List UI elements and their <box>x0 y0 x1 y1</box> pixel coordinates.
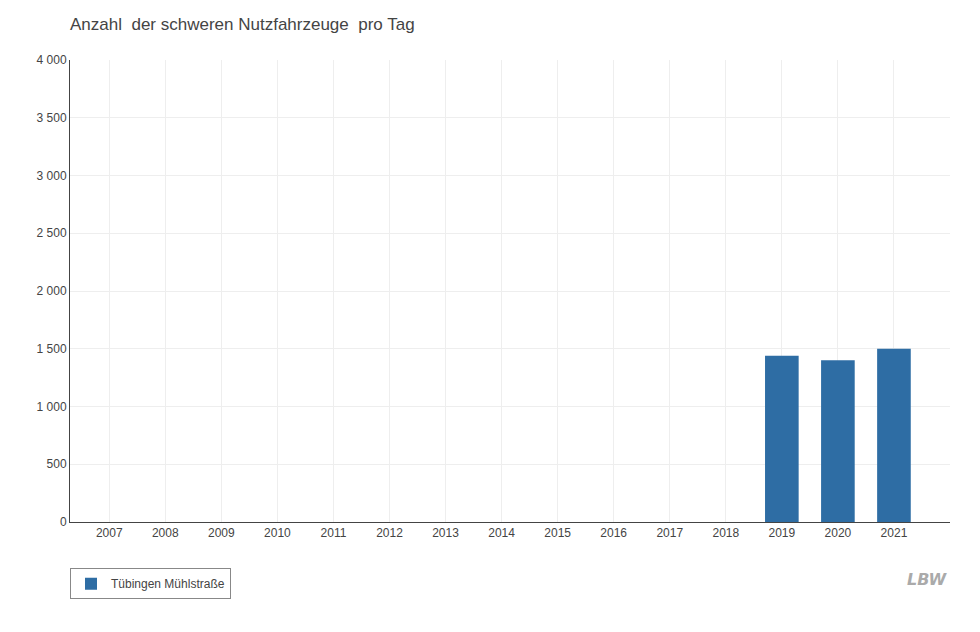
svg-text:0: 0 <box>60 515 67 529</box>
svg-text:4 000: 4 000 <box>37 53 67 67</box>
svg-text:2012: 2012 <box>376 526 403 540</box>
svg-text:2014: 2014 <box>488 526 515 540</box>
svg-text:Anzahl der schweren Nutzfahrz: Anzahl der schweren Nutzfahrzeuge pro Ta… <box>70 15 415 34</box>
svg-text:2018: 2018 <box>712 526 739 540</box>
svg-text:2009: 2009 <box>208 526 235 540</box>
svg-text:2013: 2013 <box>432 526 459 540</box>
svg-text:1 500: 1 500 <box>37 342 67 356</box>
svg-text:2011: 2011 <box>321 526 347 540</box>
svg-text:2019: 2019 <box>768 526 795 540</box>
svg-text:3 500: 3 500 <box>37 111 67 125</box>
svg-text:LBW: LBW <box>907 570 948 589</box>
svg-text:2007: 2007 <box>96 526 123 540</box>
svg-text:2010: 2010 <box>264 526 291 540</box>
svg-text:1 000: 1 000 <box>37 400 67 414</box>
svg-text:2 500: 2 500 <box>37 226 67 240</box>
svg-text:2016: 2016 <box>600 526 627 540</box>
svg-text:3 000: 3 000 <box>37 169 67 183</box>
svg-text:2021: 2021 <box>881 526 908 540</box>
svg-text:500: 500 <box>47 457 67 471</box>
svg-text:2020: 2020 <box>825 526 852 540</box>
svg-text:Tübingen Mühlstraße: Tübingen Mühlstraße <box>111 577 225 591</box>
svg-text:2017: 2017 <box>656 526 683 540</box>
svg-text:2015: 2015 <box>544 526 571 540</box>
svg-text:2 000: 2 000 <box>37 284 67 298</box>
svg-text:2008: 2008 <box>152 526 179 540</box>
